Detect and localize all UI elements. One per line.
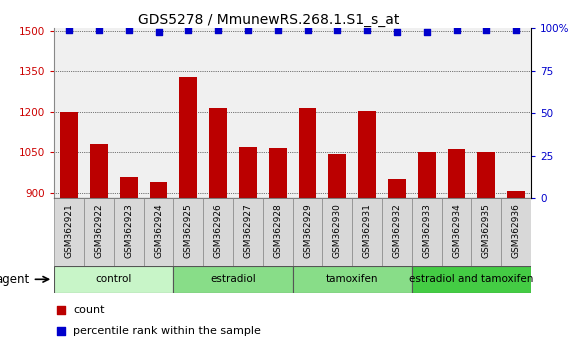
Bar [323,198,352,266]
Text: count: count [73,304,105,315]
Point [452,27,461,33]
Text: control: control [96,274,132,284]
Bar [472,198,501,266]
Bar [292,198,323,266]
Point [154,29,163,35]
Bar [328,154,346,198]
Bar [477,152,495,198]
Point [94,27,103,33]
Bar [114,198,144,266]
Point [353,16,362,21]
Point [65,27,74,33]
Bar [239,147,257,198]
Point [243,27,252,33]
Bar [388,179,406,198]
Text: GSM362922: GSM362922 [94,204,103,258]
Text: GSM362932: GSM362932 [392,204,401,258]
Text: estradiol and tamoxifen: estradiol and tamoxifen [409,274,534,284]
Bar [60,112,78,198]
Bar [90,144,108,198]
Point [124,27,133,33]
Text: GSM362931: GSM362931 [363,204,372,258]
Bar [120,177,138,198]
Text: GSM362936: GSM362936 [512,204,521,258]
Text: tamoxifen: tamoxifen [326,274,379,284]
Text: GSM362924: GSM362924 [154,204,163,258]
Point [512,27,521,33]
Point [333,27,342,33]
Point [482,27,491,33]
Bar [352,198,382,266]
Bar [174,266,292,293]
Bar [412,266,531,293]
Bar [299,108,316,198]
Bar [269,148,287,198]
Point [353,212,362,218]
Bar [292,266,412,293]
Text: estradiol: estradiol [210,274,256,284]
Bar [358,110,376,198]
Text: GSM362934: GSM362934 [452,204,461,258]
Bar [84,198,114,266]
Bar [54,198,84,266]
Bar [203,198,233,266]
Point [422,29,431,35]
Bar [209,108,227,198]
Point [363,27,372,33]
Text: GSM362926: GSM362926 [214,204,223,258]
Point [303,27,312,33]
Title: GDS5278 / MmunewRS.268.1.S1_s_at: GDS5278 / MmunewRS.268.1.S1_s_at [138,13,400,27]
Text: GSM362925: GSM362925 [184,204,193,258]
Bar [263,198,292,266]
Text: GSM362930: GSM362930 [333,204,342,258]
Bar [441,198,472,266]
Bar [233,198,263,266]
Text: GSM362923: GSM362923 [124,204,133,258]
Bar [54,266,174,293]
Text: GSM362933: GSM362933 [422,204,431,258]
Bar [382,198,412,266]
Point [184,27,193,33]
Text: agent: agent [0,273,30,286]
Point [214,27,223,33]
Point [392,29,401,35]
Text: GSM362929: GSM362929 [303,204,312,258]
Point [273,27,282,33]
Text: GSM362928: GSM362928 [274,204,282,258]
Bar [501,198,531,266]
Bar [507,192,525,198]
Bar [150,182,167,198]
Text: GSM362927: GSM362927 [243,204,252,258]
Bar [418,152,436,198]
Bar [179,77,198,198]
Bar [448,149,465,198]
Bar [144,198,174,266]
Text: percentile rank within the sample: percentile rank within the sample [73,326,261,336]
Bar [174,198,203,266]
Text: GSM362935: GSM362935 [482,204,491,258]
Text: GSM362921: GSM362921 [65,204,74,258]
Bar [412,198,441,266]
